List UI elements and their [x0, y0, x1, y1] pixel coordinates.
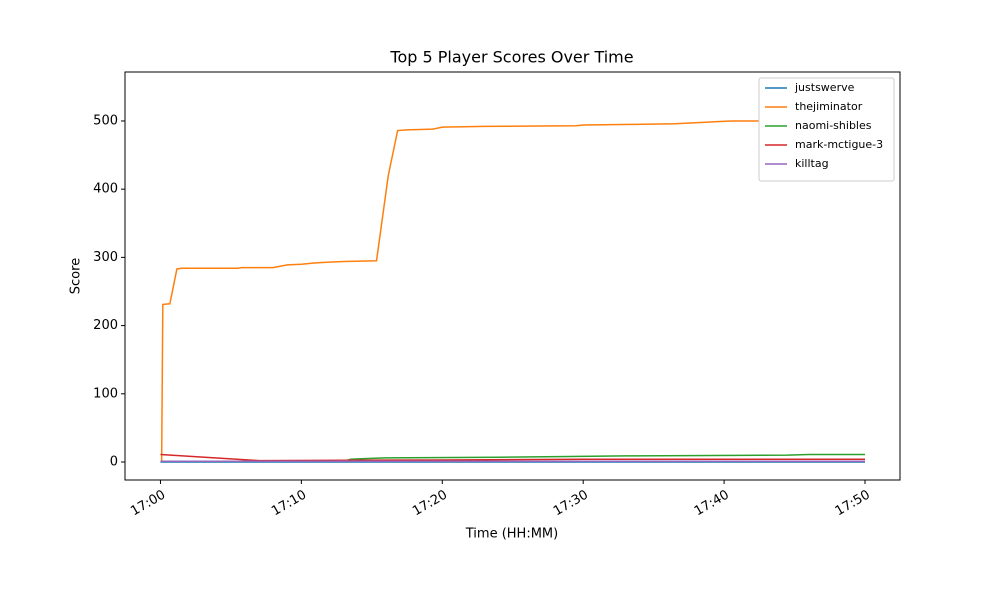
legend-label: thejiminator [795, 100, 863, 113]
legend-label: killtag [795, 157, 829, 170]
y-tick-label: 200 [93, 318, 118, 333]
x-axis-label: Time (HH:MM) [465, 527, 558, 542]
y-axis-label: Score [69, 258, 84, 294]
series-line [160, 453, 866, 462]
y-tick-label: 0 [110, 454, 118, 469]
legend-label: mark-mctigue-3 [795, 138, 883, 151]
y-tick-label: 300 [93, 250, 118, 265]
legend-box [758, 77, 895, 182]
series-line [160, 120, 866, 462]
legend: justswerve thejiminator naomi-shibles mark-… [758, 77, 895, 182]
plot-frame [124, 71, 901, 481]
y-tick-label: 500 [93, 113, 118, 128]
y-tick-label: 400 [93, 182, 118, 197]
legend-label: justswerve [794, 81, 855, 94]
y-tick-label: 100 [93, 386, 118, 401]
chart-title: Top 5 Player Scores Over Time [389, 48, 633, 67]
legend-label: naomi-shibles [795, 119, 872, 132]
